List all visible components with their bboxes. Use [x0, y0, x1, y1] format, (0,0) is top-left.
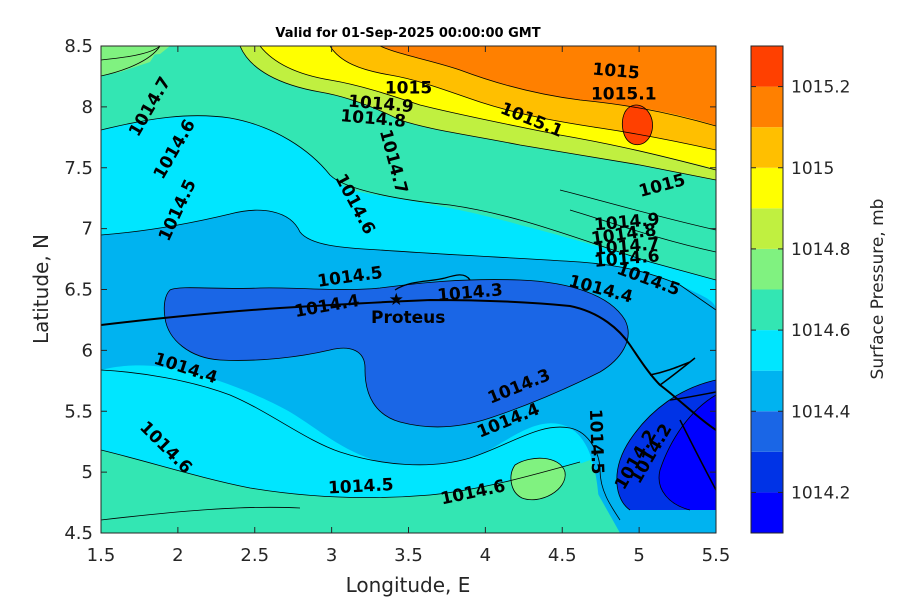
colorbar-tick-label: 1014.4: [791, 402, 850, 422]
y-tick-label: 8.5: [64, 36, 93, 57]
colorbar-segment: [751, 289, 783, 331]
band-1014-1: [659, 395, 716, 510]
colorbar-segment: [751, 46, 783, 87]
band-1014-3: [164, 279, 629, 427]
y-tick-label: 4.5: [64, 523, 93, 544]
location-name: Proteus: [371, 308, 445, 328]
colorbar-frame: [750, 45, 784, 534]
location-marker: ★ Proteus: [371, 290, 445, 328]
y-tick-label: 6.5: [64, 280, 93, 301]
x-tick-label: 5: [633, 545, 644, 566]
colorbar-segment: [751, 330, 783, 371]
x-tick-label: 4.5: [548, 545, 577, 566]
island-lines: [394, 274, 471, 291]
colorbar-tick-label: 1014.2: [791, 483, 850, 503]
colorbar-tick-label: 1015: [791, 159, 834, 179]
colorbar-segment: [751, 411, 783, 452]
x-tick-label: 4: [480, 545, 491, 566]
y-tick-label: 7: [82, 219, 93, 240]
colorbar-segment: [751, 370, 783, 412]
coast-detail: [649, 357, 716, 491]
colorbar-segment: [751, 86, 783, 128]
x-axis: 1.5 2 2.5 3 3.5 4 4.5 5 5.5: [87, 46, 731, 566]
y-tick-label: 7.5: [64, 158, 93, 179]
band-1015-2: [622, 105, 653, 145]
colorbar-segment: [751, 167, 783, 209]
colorbar-segment: [751, 492, 783, 533]
colorbar-segment: [751, 208, 783, 249]
colorbar-segment: [751, 248, 783, 290]
x-tick-label: 3.5: [394, 545, 423, 566]
colorbar-tick-label: 1014.6: [791, 321, 850, 341]
colorbar-tick-label: 1015.2: [791, 78, 850, 98]
x-tick-label: 3: [326, 545, 337, 566]
colorbar-label: Surface Pressure, mb: [868, 199, 888, 380]
x-axis-label: Longitude, E: [346, 573, 471, 597]
colorbar-segment: [751, 127, 783, 168]
y-tick-label: 6: [82, 340, 93, 361]
x-tick-label: 2: [172, 545, 183, 566]
contour-label: 1015: [385, 79, 432, 99]
plot-area: 1014.71014.61014.510151014.91014.81014.7…: [101, 46, 716, 533]
y-tick-label: 5.5: [64, 401, 93, 422]
colorbar: 1014.2 1014.4 1014.6 1014.8 1015 1015.2: [750, 45, 850, 534]
contour-label: 1014.5: [585, 409, 607, 475]
colorbar-segment: [751, 451, 783, 493]
contour-label: 1015.1: [591, 85, 657, 105]
coastline: [101, 298, 716, 431]
band-1014-6-fill: [101, 450, 620, 533]
band-top-left-b: [101, 46, 160, 76]
x-tick-label: 2.5: [240, 545, 269, 566]
band-bump-2: [510, 458, 566, 500]
chart-title: Valid for 01-Sep-2025 00:00:00 GMT: [275, 26, 540, 41]
y-tick-label: 5: [82, 462, 93, 483]
y-axis-label: Latitude, N: [29, 234, 53, 344]
x-tick-label: 1.5: [87, 545, 116, 566]
location-star-icon: ★: [389, 290, 404, 310]
colorbar-tick-label: 1014.8: [791, 240, 850, 260]
contour-label: 1014.5: [328, 475, 395, 498]
y-tick-label: 8: [82, 97, 93, 118]
x-tick-label: 5.5: [702, 545, 731, 566]
contour-lines: [101, 46, 716, 521]
y-axis: 4.5 5 5.5 6 6.5 7 7.5 8 8.5: [64, 36, 716, 544]
contour-label: 1015: [592, 60, 641, 84]
